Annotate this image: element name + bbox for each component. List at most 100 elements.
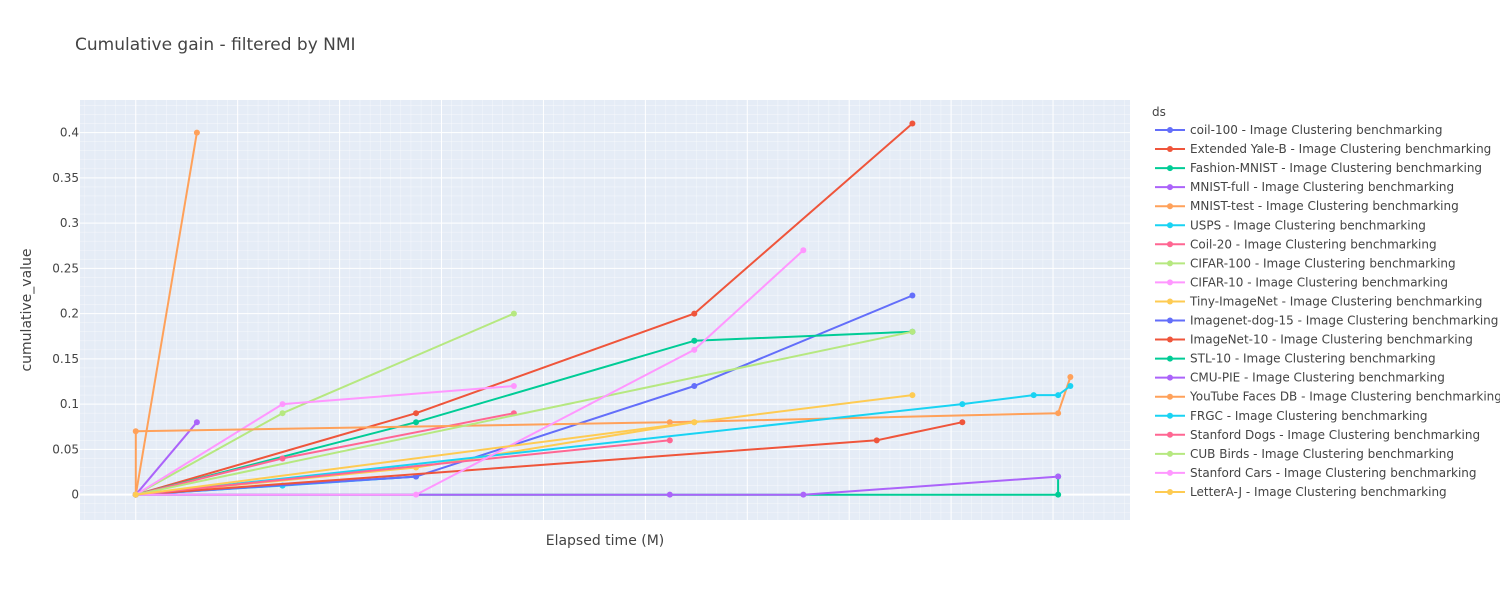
legend-item[interactable]: USPS - Image Clustering benchmarking xyxy=(1155,218,1426,232)
data-point[interactable] xyxy=(132,428,139,435)
legend-item[interactable]: YouTube Faces DB - Image Clustering benc… xyxy=(1155,390,1500,404)
legend-label: CUB Birds - Image Clustering benchmarkin… xyxy=(1190,447,1454,461)
legend-item[interactable]: Stanford Cars - Image Clustering benchma… xyxy=(1155,466,1477,480)
legend-item[interactable]: Stanford Dogs - Image Clustering benchma… xyxy=(1155,428,1480,442)
legend-item[interactable]: CUB Birds - Image Clustering benchmarkin… xyxy=(1155,447,1454,461)
data-point[interactable] xyxy=(691,310,698,317)
legend-label: MNIST-full - Image Clustering benchmarki… xyxy=(1190,180,1454,194)
y-axis-title: cumulative_value xyxy=(19,248,35,371)
legend-label: CMU-PIE - Image Clustering benchmarking xyxy=(1190,371,1445,385)
series-line[interactable] xyxy=(135,249,804,496)
legend-label: Coil-20 - Image Clustering benchmarking xyxy=(1190,237,1437,251)
data-point[interactable] xyxy=(959,401,966,408)
data-point[interactable] xyxy=(1067,383,1074,390)
legend-item[interactable]: FRGC - Image Clustering benchmarking xyxy=(1155,409,1428,423)
legend-item[interactable]: Tiny-ImageNet - Image Clustering benchma… xyxy=(1155,294,1482,308)
y-tick-label: 0.15 xyxy=(52,352,79,366)
legend-label: CIFAR-10 - Image Clustering benchmarking xyxy=(1190,275,1448,289)
data-point[interactable] xyxy=(691,419,698,426)
legend-title: ds xyxy=(1152,105,1166,119)
y-tick-label: 0.05 xyxy=(52,442,79,456)
data-point[interactable] xyxy=(1055,410,1062,417)
legend-item[interactable]: ImageNet-10 - Image Clustering benchmark… xyxy=(1155,333,1473,347)
data-point[interactable] xyxy=(909,120,916,127)
legend-label: Extended Yale-B - Image Clustering bench… xyxy=(1190,142,1491,156)
plot-area[interactable] xyxy=(80,100,1130,520)
legend-item[interactable]: Imagenet-dog-15 - Image Clustering bench… xyxy=(1155,314,1498,328)
data-point[interactable] xyxy=(1055,491,1062,498)
series-group xyxy=(132,247,807,498)
legend-item[interactable]: CMU-PIE - Image Clustering benchmarking xyxy=(1155,371,1445,385)
series-group xyxy=(132,392,916,498)
legend-label: LetterA-J - Image Clustering benchmarkin… xyxy=(1190,485,1447,499)
x-axis-title: Elapsed time (M) xyxy=(546,533,665,549)
data-point[interactable] xyxy=(279,455,286,462)
data-point[interactable] xyxy=(666,437,673,444)
data-point[interactable] xyxy=(413,491,420,498)
data-point[interactable] xyxy=(510,383,517,390)
data-point[interactable] xyxy=(510,310,517,317)
legend-label: STL-10 - Image Clustering benchmarking xyxy=(1190,352,1436,366)
data-point[interactable] xyxy=(1055,392,1062,399)
y-tick-label: 0.35 xyxy=(52,171,79,185)
data-point[interactable] xyxy=(279,410,286,417)
series-group xyxy=(132,373,1074,498)
data-point[interactable] xyxy=(691,346,698,353)
series-line[interactable] xyxy=(135,330,913,496)
data-point[interactable] xyxy=(909,328,916,335)
data-point[interactable] xyxy=(413,410,420,417)
legend-item[interactable]: LetterA-J - Image Clustering benchmarkin… xyxy=(1155,485,1447,499)
legend-swatch-marker xyxy=(1167,450,1173,457)
legend-swatch-marker xyxy=(1167,184,1173,191)
legend-item[interactable]: MNIST-full - Image Clustering benchmarki… xyxy=(1155,180,1454,194)
data-point[interactable] xyxy=(1030,392,1037,399)
data-point[interactable] xyxy=(666,491,673,498)
legend-item[interactable]: CIFAR-100 - Image Clustering benchmarkin… xyxy=(1155,256,1456,270)
data-point[interactable] xyxy=(1055,473,1062,480)
y-tick-label: 0.3 xyxy=(60,216,79,230)
data-point[interactable] xyxy=(691,337,698,344)
legend-label: CIFAR-100 - Image Clustering benchmarkin… xyxy=(1190,256,1456,270)
data-point[interactable] xyxy=(279,401,286,408)
legend-item[interactable]: coil-100 - Image Clustering benchmarking xyxy=(1155,123,1442,137)
series-line[interactable] xyxy=(135,421,198,496)
legend-item[interactable]: Coil-20 - Image Clustering benchmarking xyxy=(1155,237,1437,251)
legend-swatch-marker xyxy=(1167,146,1173,153)
legend-swatch-marker xyxy=(1167,469,1173,476)
data-point[interactable] xyxy=(666,419,673,426)
series-line[interactable] xyxy=(135,439,670,496)
data-point[interactable] xyxy=(1067,373,1074,380)
series-line[interactable] xyxy=(135,330,913,496)
data-point[interactable] xyxy=(959,419,966,426)
legend-swatch-marker xyxy=(1167,317,1173,324)
legend-item[interactable]: Extended Yale-B - Image Clustering bench… xyxy=(1155,142,1491,156)
data-point[interactable] xyxy=(691,383,698,390)
data-point[interactable] xyxy=(873,437,880,444)
legend-label: Imagenet-dog-15 - Image Clustering bench… xyxy=(1190,314,1498,328)
data-point[interactable] xyxy=(132,491,139,498)
y-tick-label: 0.4 xyxy=(60,126,79,140)
data-point[interactable] xyxy=(800,247,807,254)
data-point[interactable] xyxy=(909,292,916,299)
legend-swatch-marker xyxy=(1167,355,1173,362)
data-point[interactable] xyxy=(800,491,807,498)
legend-item[interactable]: STL-10 - Image Clustering benchmarking xyxy=(1155,352,1436,366)
legend-swatch-marker xyxy=(1167,260,1173,267)
data-point[interactable] xyxy=(909,392,916,399)
data-point[interactable] xyxy=(193,419,200,426)
legend-label: YouTube Faces DB - Image Clustering benc… xyxy=(1189,390,1500,404)
data-point[interactable] xyxy=(413,419,420,426)
legend-item[interactable]: MNIST-test - Image Clustering benchmarki… xyxy=(1155,199,1459,213)
legend-swatch-marker xyxy=(1167,431,1173,438)
legend-label: Fashion-MNIST - Image Clustering benchma… xyxy=(1190,161,1482,175)
data-point[interactable] xyxy=(193,129,200,136)
y-axis-ticks: 0 0.05 0.1 0.15 0.2 0.25 0.3 0.35 0.4 xyxy=(52,126,79,502)
legend-swatch-marker xyxy=(1167,374,1173,381)
series-line[interactable] xyxy=(134,132,198,495)
legend-item[interactable]: CIFAR-10 - Image Clustering benchmarking xyxy=(1155,275,1448,289)
legend: coil-100 - Image Clustering benchmarking… xyxy=(1155,123,1500,499)
legend-swatch-marker xyxy=(1167,412,1173,419)
legend-item[interactable]: Fashion-MNIST - Image Clustering benchma… xyxy=(1155,161,1482,175)
series-line[interactable] xyxy=(135,122,914,496)
